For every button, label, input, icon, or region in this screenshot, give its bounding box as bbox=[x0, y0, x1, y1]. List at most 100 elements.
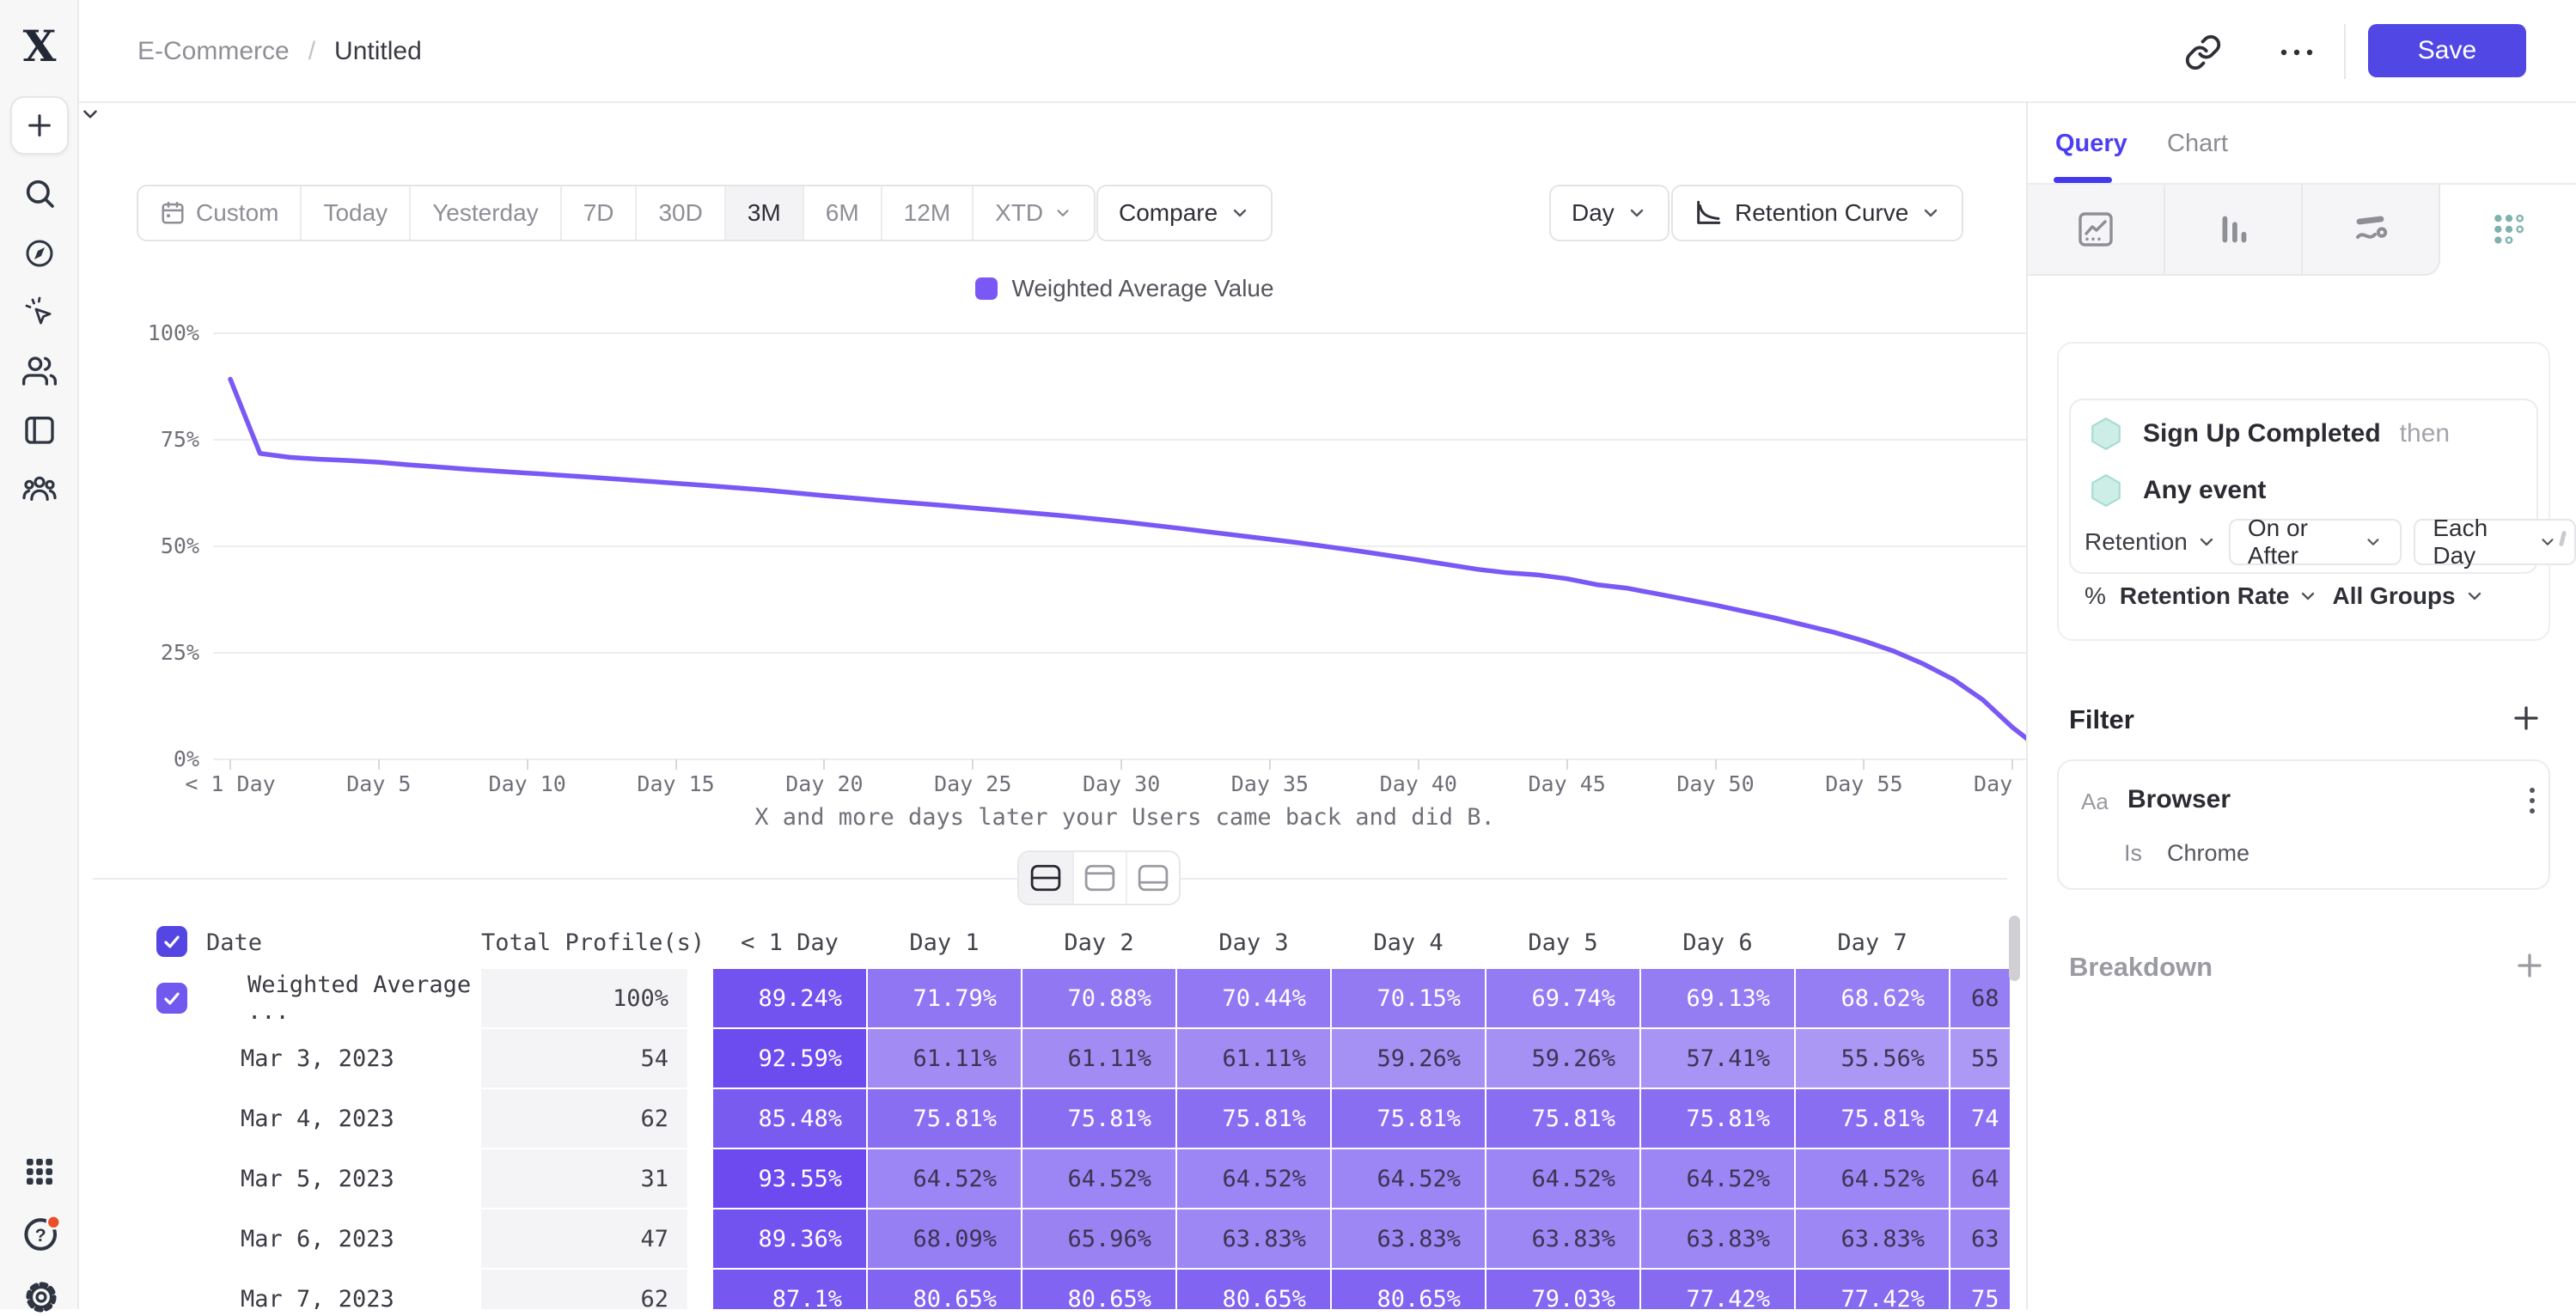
property-type-badge: Aa bbox=[2081, 789, 2109, 814]
query-event-row-1[interactable]: Sign Up Completed then bbox=[2088, 416, 2450, 452]
save-button[interactable]: Save bbox=[2368, 24, 2526, 77]
x-axis-tick bbox=[2011, 759, 2014, 770]
x-axis-label: Day 40 bbox=[1379, 771, 1457, 796]
settings-gear-icon[interactable] bbox=[22, 1278, 57, 1313]
x-axis-label: Day 55 bbox=[1825, 771, 1903, 796]
filter-card[interactable]: Aa Browser Is Chrome bbox=[2057, 759, 2550, 890]
measure-label: Retention Rate bbox=[2119, 582, 2290, 609]
chart-type-label: Retention Curve bbox=[1735, 199, 1909, 226]
heat-cell: 80.65% bbox=[868, 1270, 1021, 1309]
date-range-label: Yesterday bbox=[432, 199, 539, 226]
column-header-day: Day 1 bbox=[909, 929, 980, 956]
date-range-6m[interactable]: 6M bbox=[802, 186, 881, 240]
granularity-dropdown[interactable]: Day bbox=[1549, 185, 1670, 241]
date-range-30d[interactable]: 30D bbox=[635, 186, 723, 240]
heat-cell: 75.81% bbox=[1641, 1089, 1794, 1148]
chart-type-bar-icon[interactable] bbox=[2165, 185, 2303, 276]
add-breakdown-button[interactable] bbox=[2514, 950, 2545, 981]
y-axis-label: 25% bbox=[160, 640, 199, 665]
heat-cell: 79.03% bbox=[1486, 1270, 1639, 1309]
layout-split-button[interactable] bbox=[1019, 852, 1072, 904]
app-logo-icon[interactable]: X bbox=[22, 21, 57, 71]
check-icon bbox=[164, 935, 180, 948]
search-icon[interactable] bbox=[22, 176, 57, 210]
layout-table-only-button[interactable] bbox=[1126, 852, 1179, 904]
chart-legend[interactable]: Weighted Average Value bbox=[213, 275, 2026, 302]
compass-icon[interactable] bbox=[22, 236, 57, 271]
heat-cell-partial: 75 bbox=[1950, 1270, 2010, 1309]
x-axis-tick bbox=[1417, 759, 1419, 770]
more-options-icon[interactable] bbox=[2277, 42, 2317, 63]
breadcrumb-current[interactable]: Untitled bbox=[334, 37, 422, 65]
help-icon[interactable]: ? bbox=[22, 1215, 61, 1251]
gridline bbox=[213, 332, 2026, 334]
add-filter-button[interactable] bbox=[2511, 703, 2542, 734]
chart-type-dropdown[interactable]: Retention Curve bbox=[1671, 185, 1964, 241]
filter-operator: Is bbox=[2124, 840, 2143, 866]
interval-dropdown[interactable]: Each Day bbox=[2414, 515, 2576, 569]
window-dropdown[interactable]: On or After bbox=[2228, 515, 2402, 569]
date-range-12m[interactable]: 12M bbox=[880, 186, 972, 240]
chart-type-flow-icon[interactable] bbox=[2303, 185, 2440, 276]
query-event-row-2[interactable]: Any event bbox=[2088, 472, 2266, 509]
tabs-border bbox=[2028, 183, 2576, 185]
groups-dropdown[interactable]: All Groups bbox=[2332, 582, 2484, 610]
x-axis-label: Day 5 bbox=[346, 771, 412, 796]
audience-icon[interactable] bbox=[22, 471, 57, 505]
date-range-label: Today bbox=[323, 199, 388, 226]
heat-cell-partial: 74 bbox=[1950, 1089, 2010, 1148]
row-checkbox[interactable] bbox=[156, 983, 187, 1014]
date-range-xtd[interactable]: XTD bbox=[972, 186, 1094, 240]
date-range-label: XTD bbox=[995, 199, 1044, 226]
row-total-cell: 31 bbox=[481, 1149, 687, 1208]
row-date: Mar 7, 2023 bbox=[241, 1285, 394, 1310]
heat-cell: 63.83% bbox=[1177, 1209, 1330, 1268]
x-axis-label: Day 25 bbox=[934, 771, 1012, 796]
date-range-yesterday[interactable]: Yesterday bbox=[409, 186, 560, 240]
library-icon[interactable] bbox=[22, 412, 57, 447]
x-axis-label: Day 10 bbox=[488, 771, 566, 796]
x-axis-tick bbox=[526, 759, 528, 770]
filter-menu-icon[interactable] bbox=[2528, 782, 2536, 819]
date-range-label: 30D bbox=[658, 199, 703, 226]
compare-button[interactable]: Compare bbox=[1096, 185, 1273, 241]
heat-cell: 63.83% bbox=[1332, 1209, 1485, 1268]
gridline bbox=[213, 652, 2026, 654]
column-header-day: Day 2 bbox=[1064, 929, 1134, 956]
heat-cell: 69.74% bbox=[1486, 969, 1639, 1027]
apps-grid-icon[interactable] bbox=[22, 1155, 57, 1189]
select-all-checkbox[interactable] bbox=[156, 926, 187, 957]
measure-dropdown[interactable]: Retention Rate bbox=[2120, 582, 2319, 610]
chart-type-retention-icon[interactable] bbox=[2440, 185, 2576, 276]
percent-icon: % bbox=[2085, 582, 2106, 609]
check-icon bbox=[164, 992, 180, 1005]
heat-cell: 77.42% bbox=[1641, 1270, 1794, 1309]
heat-cell: 70.88% bbox=[1022, 969, 1175, 1027]
date-range-today[interactable]: Today bbox=[300, 186, 409, 240]
breadcrumb-parent[interactable]: E-Commerce bbox=[137, 37, 290, 65]
date-range-7d[interactable]: 7D bbox=[559, 186, 636, 240]
heat-cell: 75.81% bbox=[868, 1089, 1021, 1148]
heat-cell: 64.52% bbox=[1486, 1149, 1639, 1208]
tab-chart[interactable]: Chart bbox=[2167, 129, 2228, 157]
users-icon[interactable] bbox=[22, 354, 57, 388]
x-axis-label: Day 60 bbox=[1974, 771, 2026, 796]
cursor-click-icon[interactable] bbox=[22, 295, 57, 329]
chart-type-line-icon[interactable] bbox=[2028, 185, 2165, 276]
heat-cell-partial: 64 bbox=[1950, 1149, 2010, 1208]
row-total-cell: 54 bbox=[481, 1029, 687, 1088]
date-range-custom[interactable]: Custom bbox=[138, 186, 300, 240]
layout-chart-only-button[interactable] bbox=[1072, 852, 1126, 904]
column-header-date: Date bbox=[206, 929, 263, 956]
active-tab-underline bbox=[2054, 177, 2112, 183]
retention-curve-icon bbox=[1697, 200, 1721, 224]
granularity-label: Day bbox=[1572, 199, 1615, 226]
share-link-icon[interactable] bbox=[2184, 34, 2222, 71]
tab-query[interactable]: Query bbox=[2055, 129, 2127, 157]
date-range-3m[interactable]: 3M bbox=[723, 186, 803, 240]
new-report-button[interactable] bbox=[10, 96, 69, 155]
scrollbar-thumb[interactable] bbox=[2009, 916, 2020, 981]
retention-dropdown[interactable]: Retention bbox=[2085, 528, 2217, 556]
row-date: Mar 4, 2023 bbox=[241, 1105, 394, 1132]
row-expand-chevron-icon[interactable] bbox=[79, 103, 2026, 125]
